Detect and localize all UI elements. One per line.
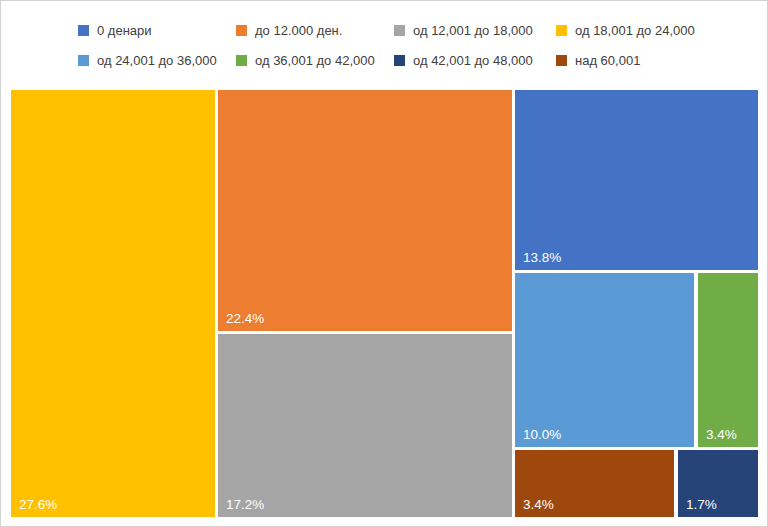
chart-frame: 0 денаридо 12.000 ден.од 12,001 до 18,00…	[0, 0, 768, 527]
tile-percent-label: 10.0%	[523, 427, 561, 442]
treemap: 13.8% 22.4% 17.2% 27.6% 10.0% 3.4% 1.7% 3.4%	[1, 1, 767, 526]
treemap-tile: 27.6%	[11, 90, 215, 517]
tile-percent-label: 22.4%	[226, 311, 264, 326]
tile-percent-label: 3.4%	[706, 427, 737, 442]
tile-percent-label: 1.7%	[686, 497, 717, 512]
tile-percent-label: 13.8%	[523, 250, 561, 265]
treemap-tile: 3.4%	[515, 450, 674, 517]
treemap-tile: 13.8%	[515, 90, 758, 270]
tile-percent-label: 27.6%	[19, 497, 57, 512]
treemap-tile: 10.0%	[515, 273, 694, 447]
treemap-tile: 17.2%	[218, 334, 512, 517]
tile-percent-label: 17.2%	[226, 497, 264, 512]
tile-percent-label: 3.4%	[523, 497, 554, 512]
treemap-tile: 3.4%	[698, 273, 758, 447]
treemap-tile: 1.7%	[678, 450, 758, 517]
treemap-tile: 22.4%	[218, 90, 512, 331]
